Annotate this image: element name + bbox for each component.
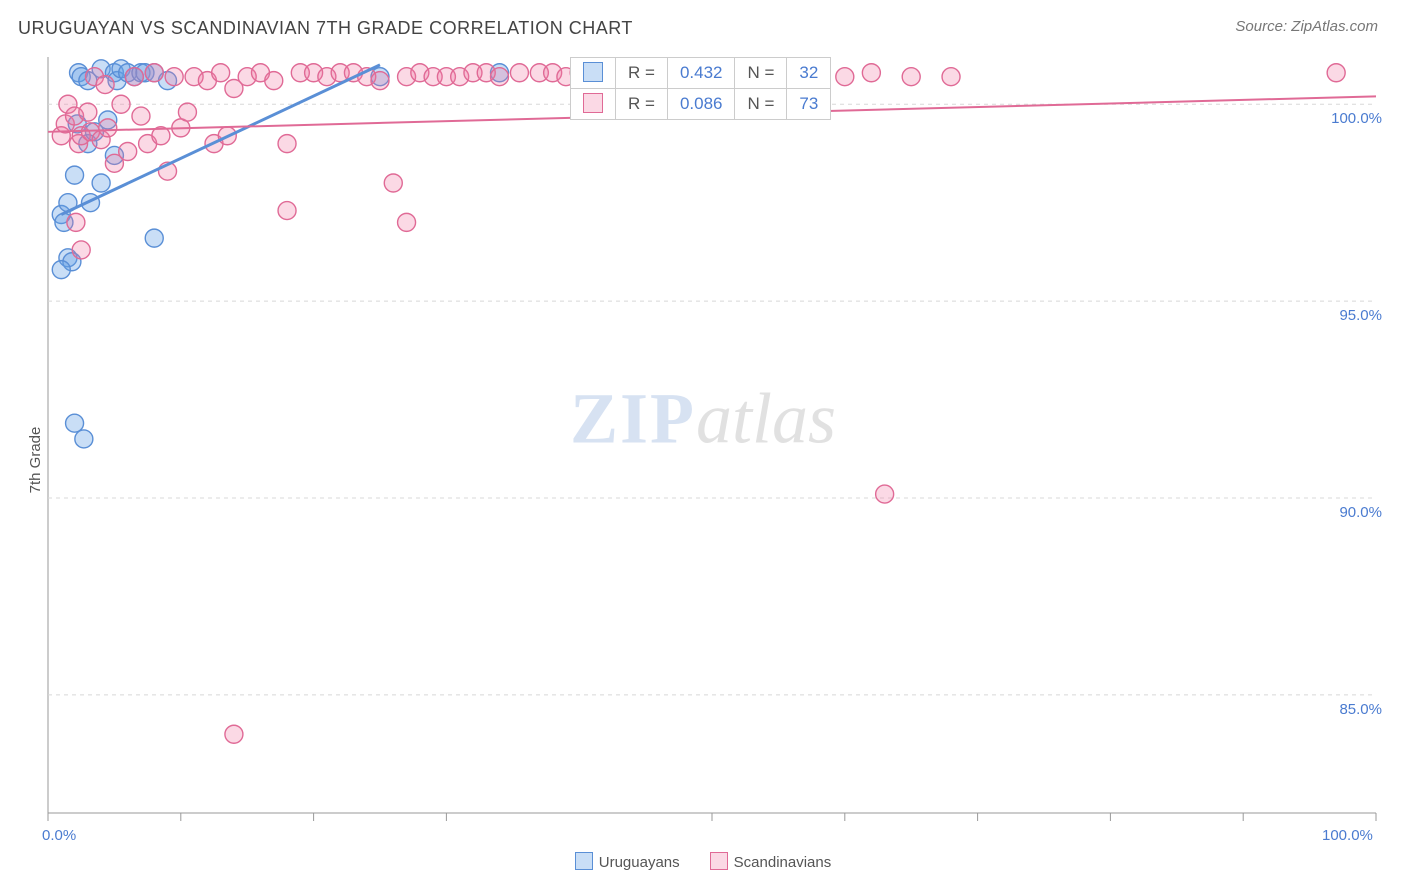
stat-row-uruguayans: R =0.432N =32 — [571, 58, 831, 89]
source-label: Source: ZipAtlas.com — [1235, 18, 1378, 35]
x-tick-label: 0.0% — [42, 827, 76, 844]
chart-title: URUGUAYAN VS SCANDINAVIAN 7TH GRADE CORR… — [18, 18, 633, 39]
legend: Uruguayans Scandinavians — [0, 852, 1406, 871]
y-tick-label: 85.0% — [1339, 701, 1382, 718]
legend-item-uruguayans[interactable]: Uruguayans — [575, 852, 680, 871]
legend-item-scandinavians[interactable]: Scandinavians — [710, 852, 832, 871]
stat-row-scandinavians: R =0.086N =73 — [571, 89, 831, 120]
y-tick-label: 100.0% — [1331, 110, 1382, 127]
correlation-stats-box: R =0.432N =32R =0.086N =73 — [570, 57, 831, 120]
scatter-plot-svg — [0, 45, 1406, 845]
y-tick-label: 95.0% — [1339, 307, 1382, 324]
x-tick-label: 100.0% — [1322, 827, 1373, 844]
chart-container: 7th Grade ZIPatlas R =0.432N =32R =0.086… — [0, 45, 1406, 875]
y-axis-title: 7th Grade — [27, 427, 44, 494]
y-tick-label: 90.0% — [1339, 504, 1382, 521]
